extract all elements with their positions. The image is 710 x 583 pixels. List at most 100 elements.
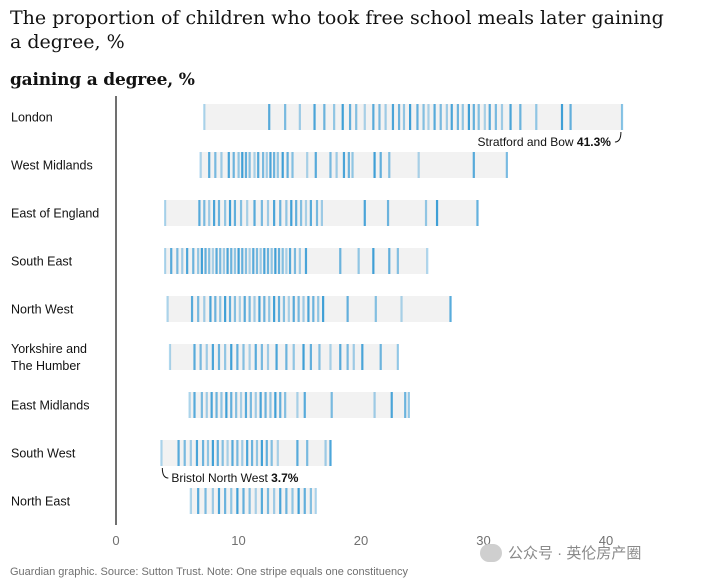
- stripe-north-east: [189, 488, 192, 514]
- stripe-south-east: [164, 248, 167, 274]
- stripe-south-east: [298, 248, 301, 274]
- annotation-connector: [161, 467, 169, 479]
- stripe-south-west: [195, 440, 199, 466]
- stripe-west-midlands: [241, 152, 244, 178]
- stripe-south-east: [266, 248, 270, 274]
- stripe-london: [384, 104, 387, 130]
- stripe-london: [323, 104, 326, 130]
- stripe-south-east: [274, 248, 277, 274]
- stripe-north-east: [297, 488, 300, 514]
- stripe-west-midlands: [417, 152, 420, 178]
- stripe-north-west: [197, 296, 200, 322]
- stripe-east-of-england: [309, 200, 312, 226]
- stripe-east-midlands: [279, 392, 282, 418]
- stripe-west-midlands: [237, 152, 240, 178]
- stripe-north-west: [268, 296, 271, 322]
- stripe-south-east: [288, 248, 292, 274]
- stripe-north-west: [248, 296, 251, 322]
- stripe-west-midlands: [248, 152, 251, 178]
- stripe-east-midlands: [407, 392, 410, 418]
- stripe-london: [402, 104, 406, 130]
- stripe-south-east: [277, 248, 281, 274]
- stripe-london: [298, 104, 301, 130]
- stripe-london: [477, 104, 480, 130]
- stripe-london: [519, 104, 522, 130]
- chart-annotations: Stratford and Bow 41.3% Bristol North Wes…: [161, 131, 622, 485]
- stripe-north-west: [317, 296, 320, 322]
- stripe-south-west: [296, 440, 299, 466]
- stripe-yorkshire-and-the-humber: [275, 344, 278, 370]
- stripe-east-of-england: [260, 200, 263, 226]
- stripe-london: [494, 104, 497, 130]
- stripe-west-midlands: [329, 152, 332, 178]
- stripe-north-west: [243, 296, 246, 322]
- stripe-north-east: [279, 488, 282, 514]
- stripe-south-east: [208, 248, 211, 274]
- stripe-north-west: [203, 296, 206, 322]
- stripe-yorkshire-and-the-humber: [318, 344, 321, 370]
- stripe-north-east: [242, 488, 245, 514]
- stripe-london: [456, 104, 459, 130]
- stripe-north-west: [312, 296, 315, 322]
- stripe-north-east: [236, 488, 239, 514]
- source-note: Guardian graphic. Source: Sutton Trust. …: [10, 566, 409, 578]
- stripe-east-of-england: [476, 200, 479, 226]
- stripe-west-midlands: [335, 152, 338, 178]
- stripe-south-east: [357, 248, 360, 274]
- x-tick-label: 10: [231, 533, 245, 548]
- stripe-south-east: [219, 248, 222, 274]
- stripe-london: [313, 104, 316, 130]
- stripe-south-east: [304, 248, 308, 274]
- stripe-north-west: [219, 296, 222, 322]
- stripe-east-of-england: [224, 200, 227, 226]
- stripe-yorkshire-and-the-humber: [168, 344, 172, 370]
- chart-subtitle: gaining a degree, %: [10, 70, 195, 90]
- stripe-west-midlands: [342, 152, 346, 178]
- watermark: 公众号 · 英伦房产圈: [480, 542, 641, 563]
- stripe-south-east: [388, 248, 391, 274]
- annotation-connector: [614, 131, 622, 143]
- track-north-east: [190, 488, 316, 514]
- stripe-yorkshire-and-the-humber: [224, 344, 227, 370]
- stripe-south-east: [204, 248, 207, 274]
- stripe-east-midlands: [220, 392, 223, 418]
- stripe-south-west: [221, 440, 224, 466]
- stripe-north-east: [197, 488, 200, 514]
- stripe-north-west: [233, 296, 237, 322]
- category-label-east-of-england: East of England: [11, 207, 99, 221]
- stripe-east-midlands: [225, 392, 228, 418]
- stripe-east-midlands: [230, 392, 233, 418]
- stripe-south-east: [263, 248, 266, 274]
- stripe-london: [355, 104, 358, 130]
- stripe-south-east: [396, 248, 399, 274]
- stripe-east-midlands: [188, 392, 191, 418]
- stripe-east-of-england: [299, 200, 303, 226]
- stripe-east-of-england: [246, 200, 249, 226]
- stripe-london: [445, 104, 448, 130]
- stripe-west-midlands: [257, 152, 260, 178]
- stripe-south-east: [192, 248, 195, 274]
- stripe-yorkshire-and-the-humber: [361, 344, 364, 370]
- stripe-yorkshire-and-the-humber: [217, 344, 221, 370]
- stripe-london: [333, 104, 336, 130]
- stripe-north-west: [277, 296, 281, 322]
- annotation-label: Stratford and Bow 41.3%: [478, 135, 612, 149]
- annotation-label: Bristol North West 3.7%: [171, 471, 298, 485]
- stripe-south-east: [248, 248, 251, 274]
- stripe-south-east: [372, 248, 375, 274]
- stripe-yorkshire-and-the-humber: [211, 344, 214, 370]
- stripe-north-west: [292, 296, 295, 322]
- stripe-north-east: [224, 488, 227, 514]
- stripe-west-midlands: [373, 152, 376, 178]
- stripe-north-west: [400, 296, 403, 322]
- category-label-south-west: South West: [11, 447, 76, 461]
- stripe-north-east: [204, 488, 207, 514]
- stripe-london: [560, 104, 564, 130]
- stripe-south-east: [222, 248, 225, 274]
- stripe-london: [450, 104, 453, 130]
- x-tick-label: 0: [112, 533, 119, 548]
- stripe-east-of-england: [213, 200, 216, 226]
- stripe-london: [433, 104, 436, 130]
- stripe-london: [467, 104, 470, 130]
- stripe-north-west: [224, 296, 227, 322]
